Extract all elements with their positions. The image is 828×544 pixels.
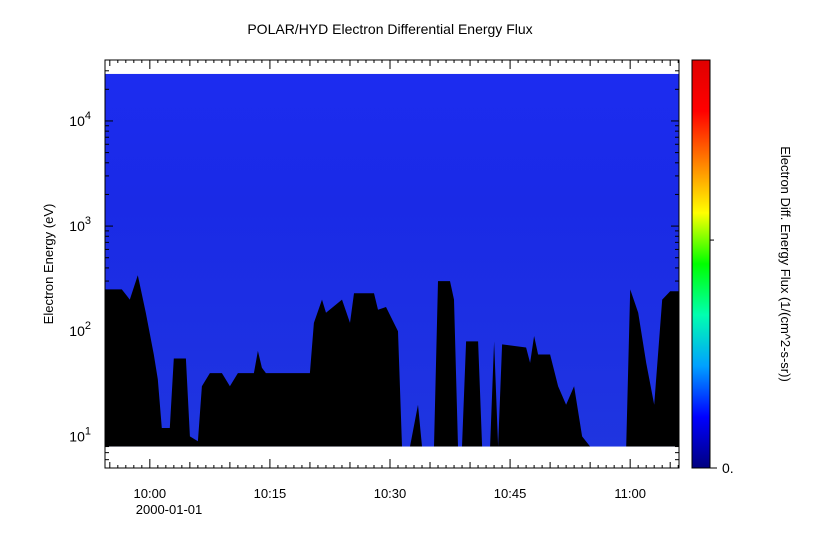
colorbar-gradient [691,59,711,469]
x-tick-label: 11:00 [614,486,646,501]
y-tick-label: 103 [69,215,91,234]
x-tick-label: 10:45 [494,486,527,501]
y-tick-label: 102 [69,320,91,339]
x-axis: 10:00 10:15 10:30 10:45 11:00 [109,60,679,501]
x-tick-label: 10:00 [134,486,167,501]
colorbar-label: Electron Diff. Energy Flux (1/(cm^2-s-sr… [778,146,793,382]
no-data-region [105,275,679,447]
x-tick-label: 10:30 [374,486,407,501]
y-tick-label: 101 [69,425,91,444]
y-tick-label: 104 [69,110,91,129]
chart-title: POLAR/HYD Electron Differential Energy F… [247,21,532,37]
plot-area [104,59,680,469]
colorbar-ticks: 0.5×10710×10715×107 [710,239,734,476]
plot-frame [104,59,680,469]
colorbar: 0.5×10710×10715×107 [691,59,734,476]
y-axis-label: Electron Energy (eV) [41,204,56,325]
colorbar-tick-label: 0. [722,460,734,476]
x-date-label: 2000-01-01 [136,502,203,517]
y-axis: 101 102 103 104 [69,70,679,469]
x-tick-label: 10:15 [254,486,287,501]
